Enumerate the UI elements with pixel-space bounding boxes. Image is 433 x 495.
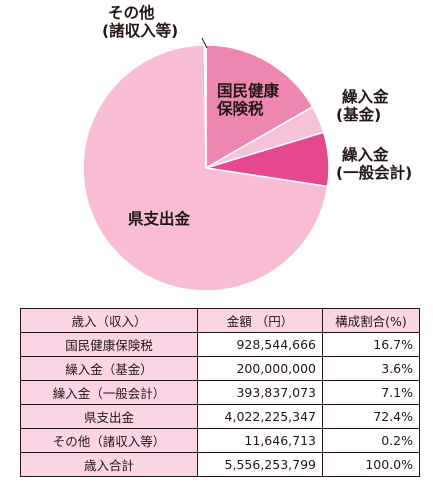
other-leader-line: [201, 37, 208, 49]
label-nhi-line2: 保険税: [217, 100, 264, 118]
row-amount: 928,544,666: [197, 332, 323, 357]
table-row: 国民健康保険税 928,544,666 16.7%: [20, 332, 420, 357]
row-label: 繰入金（基金）: [20, 356, 198, 381]
row-share: 16.7%: [322, 332, 420, 357]
table-row: その他（諸収入等） 11,646,713 0.2%: [20, 428, 420, 453]
row-label: その他（諸収入等）: [20, 428, 198, 453]
row-share: 0.2%: [322, 428, 420, 453]
row-share: 3.6%: [322, 356, 420, 381]
row-share: 72.4%: [322, 404, 420, 429]
total-label: 歳入合計: [20, 452, 198, 477]
label-general-line1: 繰入金: [342, 146, 389, 164]
table-row: 県支出金 4,022,225,347 72.4%: [20, 404, 420, 429]
label-other: その他 (諸収入等): [102, 4, 178, 40]
total-share: 100.0%: [322, 452, 420, 477]
total-amount: 5,556,253,799: [197, 452, 323, 477]
table-row: 繰入金（一般会計） 393,837,073 7.1%: [20, 380, 420, 405]
label-prefecture-text: 県支出金: [128, 210, 191, 228]
row-amount: 393,837,073: [197, 380, 323, 405]
row-amount: 4,022,225,347: [197, 404, 323, 429]
row-amount: 11,646,713: [197, 428, 323, 453]
label-fund: 繰入金 (基金): [336, 88, 389, 124]
header-amount: 金額 （円）: [197, 308, 323, 333]
table-header-row: 歳入（収入） 金額 （円） 構成割合(%): [20, 308, 420, 333]
label-nhi: 国民健康 保険税: [217, 82, 279, 118]
label-nhi-line1: 国民健康: [217, 82, 280, 100]
label-prefecture: 県支出金: [128, 210, 190, 228]
table-row: 繰入金（基金） 200,000,000 3.6%: [20, 356, 420, 381]
pie-chart: [82, 37, 330, 292]
label-general: 繰入金 (一般会計): [336, 146, 412, 182]
header-category: 歳入（収入）: [20, 308, 198, 333]
pie-slice-0: [205, 44, 314, 170]
row-amount: 200,000,000: [197, 356, 323, 381]
row-label: 繰入金（一般会計）: [20, 380, 198, 405]
row-label: 県支出金: [20, 404, 198, 429]
label-other-line1: その他: [108, 4, 155, 22]
table-total-row: 歳入合計 5,556,253,799 100.0%: [20, 452, 420, 477]
label-general-line2: (一般会計): [336, 164, 413, 182]
label-fund-line2: (基金): [336, 106, 382, 124]
header-share: 構成割合(%): [322, 308, 420, 333]
row-label: 国民健康保険税: [20, 332, 198, 357]
revenue-table: 歳入（収入） 金額 （円） 構成割合(%) 国民健康保険税 928,544,66…: [20, 308, 420, 477]
row-share: 7.1%: [322, 380, 420, 405]
label-fund-line1: 繰入金: [342, 88, 389, 106]
label-other-line2: (諸収入等): [102, 22, 179, 40]
